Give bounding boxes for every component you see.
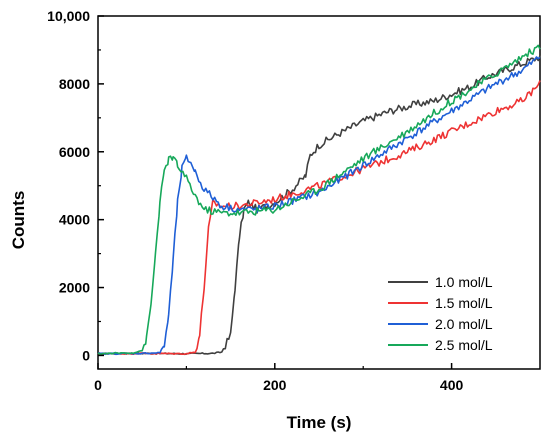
legend-label-4: 2.5 mol/L bbox=[435, 337, 493, 353]
y-tick-label: 10,000 bbox=[47, 8, 90, 24]
legend: 1.0 mol/L 1.5 mol/L 2.0 mol/L 2.5 mol/L bbox=[388, 274, 493, 353]
y-tick-label: 8000 bbox=[59, 76, 90, 92]
x-tick-label: 200 bbox=[263, 377, 287, 393]
x-tick-label: 0 bbox=[94, 377, 102, 393]
y-axis-title: Counts bbox=[9, 191, 28, 250]
y-tick-label: 2000 bbox=[59, 280, 90, 296]
series-layer bbox=[97, 44, 541, 356]
y-tick-label: 0 bbox=[82, 347, 90, 363]
x-axis-title: Time (s) bbox=[287, 413, 352, 432]
y-tick-label: 6000 bbox=[59, 144, 90, 160]
legend-label-2: 1.5 mol/L bbox=[435, 295, 493, 311]
x-tick-label: 400 bbox=[440, 377, 464, 393]
series-line-2 bbox=[97, 80, 541, 355]
plot-frame bbox=[97, 15, 541, 370]
plot-border bbox=[97, 15, 541, 370]
series-line-4 bbox=[97, 44, 541, 355]
legend-label-3: 2.0 mol/L bbox=[435, 316, 493, 332]
legend-label-1: 1.0 mol/L bbox=[435, 274, 493, 290]
y-tick-label: 4000 bbox=[59, 212, 90, 228]
